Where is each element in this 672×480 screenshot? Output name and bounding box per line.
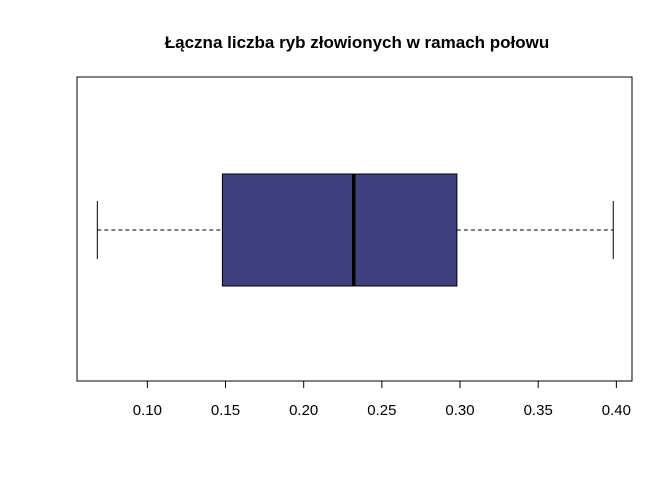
- x-tick-label: 0.15: [211, 402, 240, 419]
- x-tick-label: 0.10: [133, 402, 162, 419]
- whiskers: [96, 201, 614, 259]
- chart-title: Łączna liczba ryb złowionych w ramach po…: [165, 33, 549, 52]
- x-axis: 0.10 0.15 0.20 0.25 0.30 0.35 0.40: [133, 380, 631, 419]
- x-tick-label: 0.30: [445, 402, 474, 419]
- x-tick-label: 0.20: [289, 402, 318, 419]
- x-tick-label: 0.40: [602, 402, 631, 419]
- x-tick-label: 0.25: [367, 402, 396, 419]
- box-group: [221, 173, 458, 287]
- x-tick-label: 0.35: [524, 402, 553, 419]
- interquartile-box: [221, 173, 458, 287]
